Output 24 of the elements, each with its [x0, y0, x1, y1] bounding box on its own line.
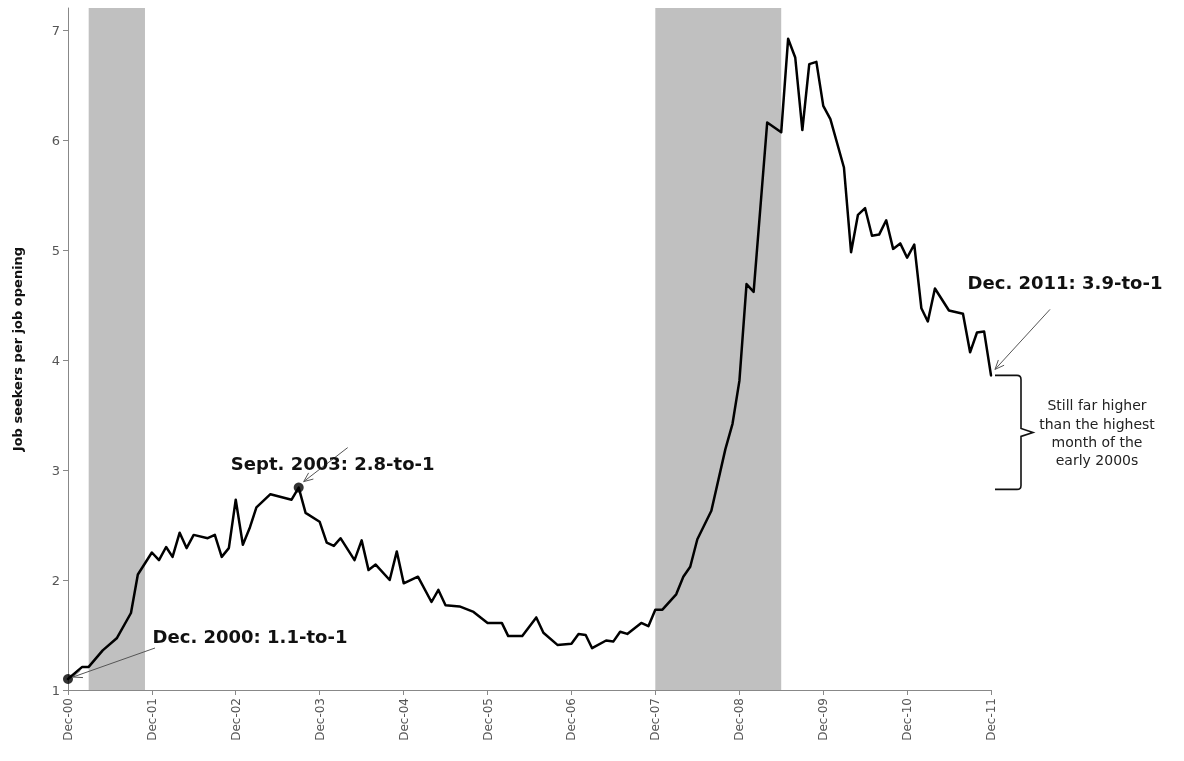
- x-tick-label: Dec-08: [732, 698, 747, 741]
- y-tick-label: 2: [51, 572, 60, 588]
- text: Still far higher than the highest month of the early 2000s: [1038, 396, 1156, 469]
- x-tick-label: Dec-03: [312, 698, 327, 741]
- y-axis-title: Job seekers per job opening: [10, 246, 25, 453]
- y-tick-label: 3: [51, 462, 60, 478]
- y-tick-label: 7: [51, 22, 60, 38]
- x-tick-label: Dec-01: [144, 698, 159, 741]
- y-tick-label: 4: [51, 352, 60, 368]
- x-tick-label: Dec-02: [228, 698, 243, 741]
- x-tick-label: Dec-00: [61, 698, 75, 741]
- x-tick-label: Dec-10: [900, 698, 915, 741]
- x-tick-label: Dec-07: [648, 698, 663, 741]
- y-tick-label: 6: [51, 132, 60, 148]
- y-tick-label: 5: [51, 242, 60, 258]
- x-tick-label: Dec-06: [564, 698, 579, 741]
- annotation: Sept. 2003: 2.8-to-1: [230, 452, 435, 474]
- x-tick-label: Dec-04: [396, 698, 411, 741]
- annotation: Dec. 2000: 1.1-to-1: [152, 625, 348, 647]
- annotation: Dec. 2011: 3.9-to-1: [967, 271, 1163, 293]
- x-tick-label: Dec-11: [984, 698, 998, 741]
- x-tick-label: Dec-05: [480, 698, 495, 741]
- y-tick-label: 1: [51, 682, 60, 698]
- x-tick-label: Dec-09: [816, 698, 831, 741]
